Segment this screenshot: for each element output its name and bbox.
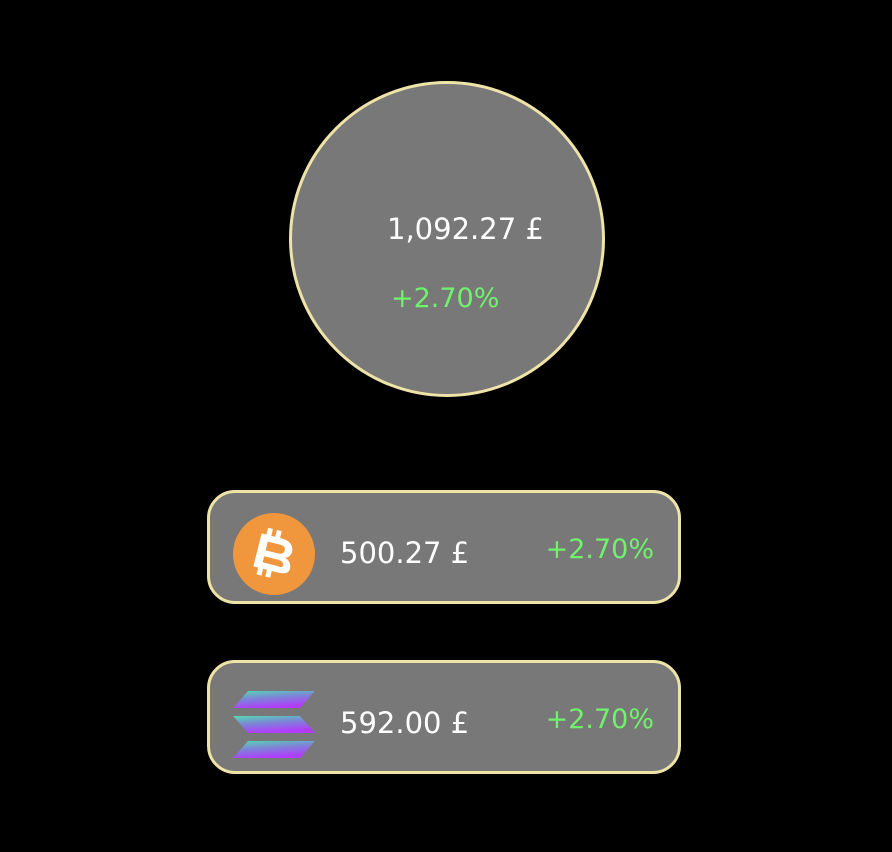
asset-card-bitcoin[interactable]: 500.27 £ +2.70%	[207, 490, 681, 604]
bitcoin-icon	[233, 513, 315, 595]
solana-icon	[233, 691, 315, 758]
asset-card-solana[interactable]: 592.00 £ +2.70%	[207, 660, 681, 774]
portfolio-total-change: +2.70%	[391, 283, 500, 314]
asset-change: +2.70%	[545, 704, 654, 735]
asset-value: 500.27 £	[340, 536, 470, 570]
portfolio-total-circle[interactable]: 1,092.27 £ +2.70%	[289, 81, 605, 397]
asset-change: +2.70%	[545, 534, 654, 565]
asset-value: 592.00 £	[340, 706, 470, 740]
portfolio-total-value: 1,092.27 £	[387, 212, 544, 246]
